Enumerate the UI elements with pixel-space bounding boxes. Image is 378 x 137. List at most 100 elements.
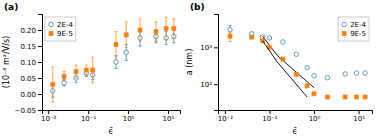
error-bar	[75, 65, 78, 78]
error-bar	[51, 67, 54, 102]
point	[172, 26, 176, 30]
point	[154, 30, 158, 34]
point	[250, 35, 254, 39]
tick-label: 0.05	[20, 75, 36, 83]
point	[355, 95, 359, 99]
tick-label: 10⁰	[309, 115, 321, 123]
point	[62, 74, 66, 78]
point	[114, 42, 118, 46]
legend-label: 9E-5	[350, 30, 366, 38]
tick-label: 10⁻¹	[262, 115, 278, 123]
tick-label: 10⁻²	[41, 115, 57, 123]
tick: 0.10	[20, 59, 42, 67]
tick: 10⁻¹	[81, 110, 97, 123]
tick: 10¹	[353, 110, 365, 123]
error-bar	[85, 65, 88, 75]
tick-mark	[214, 84, 218, 85]
tick-mark	[359, 110, 360, 114]
tick-mark	[225, 110, 226, 114]
tick-mark	[38, 30, 42, 31]
point	[138, 28, 142, 32]
error-bar	[165, 17, 168, 39]
x-axis-label: ϵ̄	[293, 127, 298, 136]
error-bar	[228, 32, 231, 41]
tick: 10⁰	[309, 110, 321, 123]
tick-label: 10¹	[163, 115, 175, 123]
tick-label: 10²	[200, 81, 212, 89]
tick: 10⁻¹	[262, 110, 278, 123]
point	[91, 68, 95, 72]
error-bar	[125, 22, 128, 48]
legend-label: 2E-4	[350, 21, 366, 29]
legend-marker	[342, 22, 347, 27]
chart: 10⁻²10⁻¹10⁰10¹−0.050.000.050.100.150.20(…	[0, 0, 378, 137]
tick-mark	[38, 94, 42, 95]
legend-box	[45, 17, 76, 41]
point	[281, 57, 285, 61]
point	[343, 72, 348, 77]
tick-label: 10³	[200, 44, 212, 52]
point	[84, 68, 88, 72]
x-axis-label: ϵ̄	[109, 127, 114, 136]
tick-label: 10⁻¹	[81, 115, 97, 123]
point	[294, 52, 299, 57]
series	[228, 32, 367, 99]
axis-line	[214, 15, 219, 111]
point	[51, 82, 55, 86]
point	[124, 50, 129, 55]
error-bar	[154, 22, 157, 41]
legend: 2E-49E-5	[338, 17, 369, 41]
panel: 10⁻² 10⁻¹ 10⁰ 10¹ 10² 10³ (b) ϵ̄ a (nm) 2E-49E-5	[185, 2, 373, 136]
tick-mark	[38, 62, 42, 63]
tick-label: 10¹	[353, 115, 365, 123]
tick: 0.15	[20, 43, 42, 51]
legend: 2E-49E-5	[45, 17, 76, 41]
panel-title: (a)	[4, 2, 18, 12]
point	[363, 71, 368, 76]
tick-mark	[314, 110, 315, 114]
error-bar	[115, 32, 118, 58]
point	[325, 95, 329, 99]
fit-line	[263, 41, 308, 97]
point	[164, 26, 168, 30]
tick-mark	[128, 110, 129, 114]
panel-title: (b)	[190, 2, 205, 12]
tick: 10¹	[163, 110, 175, 123]
tick: 10⁰	[123, 110, 135, 123]
legend-marker	[49, 22, 54, 27]
y-axis-label: a (nm)	[185, 49, 194, 76]
y-axis: 10² 10³	[200, 15, 218, 111]
tick-label: 10⁻²	[218, 115, 234, 123]
tick: 10⁻²	[218, 110, 234, 123]
point	[343, 95, 347, 99]
point	[363, 95, 367, 99]
tick: 10²	[200, 81, 218, 89]
y-axis-label: (10⁻⁸ m²/V/s)	[2, 36, 11, 88]
tick: −0.05	[15, 107, 42, 115]
error-bar	[250, 36, 253, 39]
legend-box	[338, 17, 369, 41]
point	[312, 92, 316, 96]
tick-mark	[168, 110, 169, 114]
tick-label: 0.10	[20, 59, 36, 67]
point	[114, 60, 119, 65]
tick-mark	[38, 78, 42, 79]
axis-line	[38, 15, 43, 111]
fit-line	[263, 36, 314, 88]
legend-marker	[342, 32, 346, 36]
tick-mark	[48, 110, 49, 114]
tick-label: 0.20	[20, 27, 36, 35]
error-bar	[172, 19, 175, 38]
legend-label: 9E-5	[57, 30, 73, 38]
tick-mark	[38, 46, 42, 47]
point	[228, 27, 233, 32]
point	[228, 34, 232, 38]
tick: 10⁻²	[41, 110, 57, 123]
legend-label: 2E-4	[57, 21, 73, 29]
plot-area	[50, 17, 176, 102]
tick-label: 10⁰	[123, 115, 135, 123]
x-axis: 10⁻² 10⁻¹ 10⁰ 10¹	[218, 110, 373, 123]
point	[325, 75, 330, 80]
x-axis: 10⁻² 10⁻¹ 10⁰ 10¹	[41, 110, 181, 123]
error-bar	[63, 72, 66, 82]
